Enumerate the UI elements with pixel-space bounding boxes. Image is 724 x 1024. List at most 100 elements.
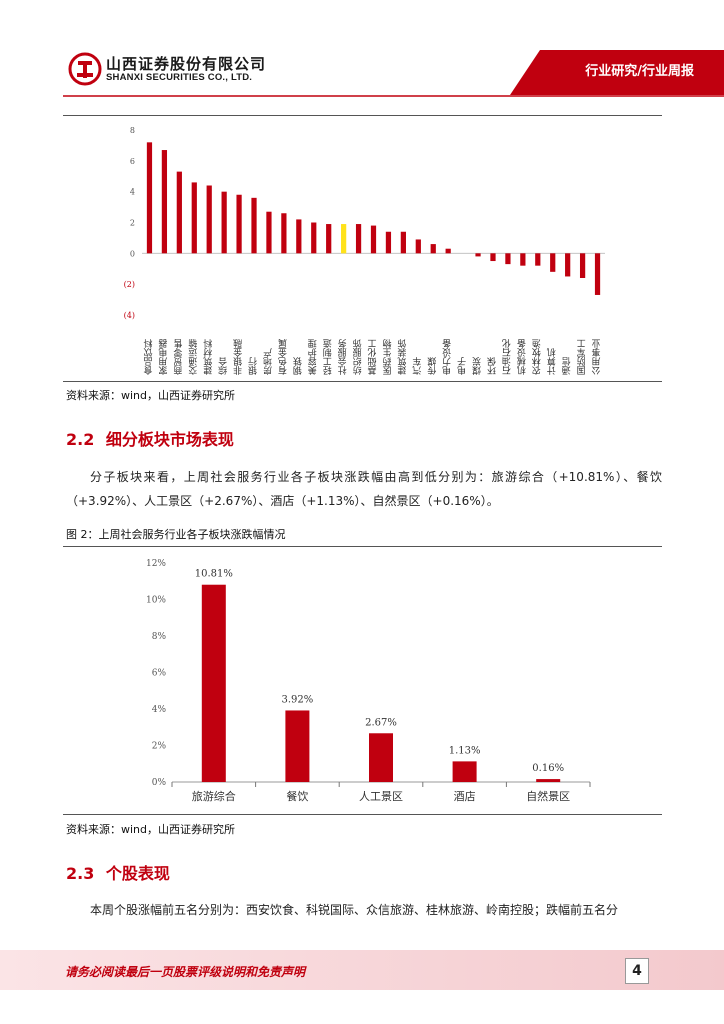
chart1-bar — [490, 253, 496, 262]
chart2-category-label: 酒店 — [454, 789, 476, 803]
chart1-category-label: 石油石化 — [502, 338, 512, 375]
chart2-bar — [285, 710, 310, 782]
chart1-category-label: 汽车 — [413, 356, 424, 376]
chart1-bar — [430, 244, 436, 254]
chart1-bar — [146, 142, 153, 254]
chart1-bar — [445, 248, 451, 254]
chart1-bar — [370, 225, 377, 254]
chart1-ytick-label: (4) — [124, 311, 135, 320]
chart1-category-label: 综合 — [219, 356, 230, 376]
chart2-data-label: 3.92% — [282, 694, 314, 705]
chart2-source: 资料来源：wind，山西证券研究所 — [66, 823, 236, 836]
chart1-category-label: 轻工制造 — [323, 338, 334, 376]
chart1-bar — [311, 222, 317, 254]
chart2-bar — [201, 584, 226, 782]
chart1-bar — [594, 253, 601, 295]
section-2-2-paragraph: 分子板块来看，上周社会服务行业各子板块涨跌幅由高到低分别为：旅游综合（+10.8… — [66, 470, 662, 508]
company-name-cn: 山西证券股份有限公司 — [106, 55, 267, 73]
chart1-category-label: 钢铁 — [293, 356, 304, 376]
chart1-category-label: 建筑材料 — [204, 338, 215, 376]
chart1-category-label: 建筑装饰 — [398, 338, 409, 376]
chart1-bar — [191, 182, 197, 254]
chart1-bar — [296, 219, 302, 254]
chart2-ytick-label: 6% — [152, 669, 167, 679]
chart2-category-label: 餐饮 — [286, 789, 308, 803]
chart1-bar — [565, 253, 571, 277]
section-2-3-number: 2.3 — [66, 864, 95, 883]
report-type-tag: 行业研究/行业周报 — [585, 64, 694, 79]
chart2-ytick-label: 4% — [152, 705, 167, 715]
chart1-top-rule — [63, 115, 662, 116]
chart1-category-label: 通信 — [562, 356, 573, 375]
chart1-category-label: 医药生物 — [383, 338, 394, 375]
company-logo: 山西证券股份有限公司 SHANXI SECURITIES CO., LTD. — [68, 50, 308, 90]
chart2-data-label: 1.13% — [449, 745, 481, 756]
chart2-ytick-label: 0% — [152, 778, 167, 788]
page-header: 山西证券股份有限公司 SHANXI SECURITIES CO., LTD. 行… — [0, 0, 724, 100]
chart2-category-label: 自然景区 — [526, 789, 570, 803]
chart1-bar — [535, 253, 541, 266]
chart1-ytick-label: 2 — [130, 219, 135, 228]
chart1-bottom-rule — [63, 381, 662, 382]
chart1-bar — [415, 239, 421, 254]
section-2-3-paragraph: 本周个股涨幅前五名分别为：西安饮食、科锐国际、众信旅游、桂林旅游、岭南控股；跌幅… — [90, 903, 619, 917]
chart1-category-label: 美容护理 — [308, 339, 319, 376]
chart1-bar — [520, 253, 526, 266]
chart1-bar — [326, 224, 332, 254]
chart2-ytick-label: 10% — [146, 596, 166, 606]
company-name-en: SHANXI SECURITIES CO., LTD. — [106, 72, 253, 83]
chart2-data-label: 0.16% — [532, 763, 564, 774]
section-2-2-title: 细分板块市场表现 — [105, 430, 234, 449]
chart2-category-label: 旅游综合 — [192, 789, 236, 803]
footer-disclaimer: 请务必阅读最后一页股票评级说明和免责声明 — [65, 965, 306, 979]
chart1-ytick-label: 4 — [130, 188, 135, 197]
chart2-data-label: 10.81% — [195, 569, 233, 580]
chart1-category-label: 基础化工 — [368, 339, 379, 376]
chart1-category-label: 家用电器 — [159, 339, 170, 376]
chart1-source: 资料来源：wind，山西证券研究所 — [66, 389, 236, 402]
chart1-bar — [505, 253, 511, 265]
header-decoration — [63, 50, 724, 97]
chart1-category-label: 交通运输 — [189, 338, 200, 376]
chart2-category-label: 人工景区 — [359, 790, 403, 803]
chart1-category-label: 国防军工 — [577, 339, 588, 375]
chart1-ytick-label: 6 — [130, 157, 135, 166]
chart1-bar — [251, 197, 257, 254]
chart2-bottom-rule — [63, 814, 662, 815]
chart1-bar — [236, 194, 242, 254]
chart2-ytick-label: 12% — [146, 559, 166, 569]
page-number: 4 — [625, 958, 649, 984]
chart1-bar — [355, 224, 362, 254]
figure-2-title: 图 2：上周社会服务行业各子板块涨跌幅情况 — [66, 528, 286, 541]
chart1-category-label: 社会服务 — [338, 338, 349, 376]
section-2-3-title: 个股表现 — [105, 864, 170, 883]
chart2-bar — [536, 779, 561, 782]
chart2-ytick-label: 8% — [152, 632, 167, 642]
chart1-bar — [400, 231, 406, 254]
chart1-category-label: 食品饮料 — [144, 338, 155, 376]
chart1-category-label: 电子 — [458, 357, 469, 376]
logo-emblem-icon — [68, 52, 102, 86]
chart1-category-label: 房地产 — [263, 347, 274, 376]
chart1-category-label: 商贸零售 — [174, 338, 185, 376]
chart1-category-label: 计算机 — [547, 347, 558, 376]
section-2-2-heading: 2.2 细分板块市场表现 — [66, 426, 234, 450]
chart1-bar — [475, 253, 481, 257]
chart1-bar — [221, 191, 227, 254]
chart2-top-rule — [63, 546, 662, 547]
section-2-3-heading: 2.3 个股表现 — [66, 860, 170, 884]
chart1-bar — [206, 185, 212, 254]
chart1-bar — [579, 253, 586, 278]
chart2-bar — [452, 761, 477, 782]
chart1-category-label: 环保 — [487, 356, 498, 375]
chart1-bar — [550, 253, 556, 272]
chart1-category-label: 传媒 — [428, 356, 439, 376]
section-2-2-number: 2.2 — [66, 430, 95, 449]
industry-return-chart: 8 6 4 2 0 (2) (4) 食品饮料 家用电器 商贸零售 交通运输 建筑材料 综合 非银金融 银行房… — [124, 126, 605, 376]
subsector-return-chart: 12% 10% 8% 6% 4% 2% 0% 10.81% 旅游综合 3.92% 餐饮 2.67% 人工… — [146, 559, 591, 803]
chart1-category-label: 公用事业 — [592, 339, 603, 375]
chart1-category-label: 有色金属 — [278, 338, 289, 376]
chart1-category-label: 煤炭 — [473, 356, 484, 376]
chart2-bar — [369, 733, 393, 782]
chart1-bar — [385, 231, 392, 254]
